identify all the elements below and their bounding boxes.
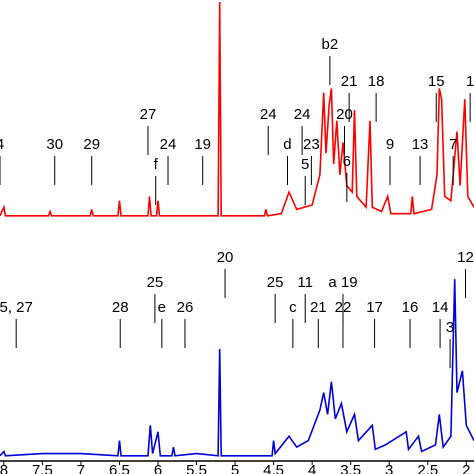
x-tick-label: 7.5 bbox=[32, 462, 53, 474]
peak-label: 24 bbox=[260, 106, 277, 123]
peak-label: 30 bbox=[46, 136, 63, 153]
x-tick-label: 2.5 bbox=[417, 462, 438, 474]
peak-label: 12 bbox=[457, 249, 474, 266]
peak-label: 29 bbox=[83, 136, 100, 153]
peak-label: 3 bbox=[446, 319, 454, 336]
peak-label: 7 bbox=[449, 136, 457, 153]
peak-label: 21 bbox=[341, 73, 358, 90]
peak-label: c bbox=[289, 299, 297, 316]
peak-label: 6 bbox=[343, 153, 351, 170]
peak-label: 19 bbox=[194, 136, 211, 153]
peak-label: 26 bbox=[177, 299, 194, 316]
x-tick-label: 4 bbox=[308, 462, 316, 474]
peak-label: 23 bbox=[303, 136, 320, 153]
peak-label: 24 bbox=[294, 106, 311, 123]
peak-label: d bbox=[283, 136, 291, 153]
x-tick-label: 3 bbox=[385, 462, 393, 474]
x-tick-label: 3.5 bbox=[340, 462, 361, 474]
peak-label: 1 bbox=[466, 73, 474, 90]
peak-label: 21 bbox=[310, 299, 327, 316]
x-tick-label: 5 bbox=[231, 462, 239, 474]
peak-label: 18 bbox=[368, 73, 385, 90]
peak-label: b2 bbox=[322, 36, 339, 53]
peak-label: 13 bbox=[412, 136, 429, 153]
peak-label: 25 bbox=[267, 274, 284, 291]
peak-label: 5, 27 bbox=[0, 299, 33, 316]
peak-label: 24 bbox=[160, 136, 177, 153]
peak-label: 5 bbox=[301, 156, 309, 173]
peak-label: 14 bbox=[432, 299, 449, 316]
spectrum bbox=[0, 1, 474, 217]
x-tick-label: 7 bbox=[77, 462, 85, 474]
peak-label: 16 bbox=[402, 299, 419, 316]
x-tick-label: 4.5 bbox=[263, 462, 284, 474]
peak-label: 11 bbox=[297, 274, 313, 291]
peak-label: 20 bbox=[336, 106, 353, 123]
peak-label: 15 bbox=[428, 73, 445, 90]
peak-label: 20 bbox=[217, 249, 234, 266]
spectrum bbox=[0, 279, 474, 457]
x-tick-label: 6 bbox=[154, 462, 162, 474]
peak-label: 9 bbox=[386, 136, 394, 153]
peak-label: 22 bbox=[335, 299, 352, 316]
peak-label: 4 bbox=[0, 136, 4, 153]
peak-label: 27 bbox=[140, 106, 157, 123]
peak-label: e bbox=[158, 299, 166, 316]
x-tick-label: 8 bbox=[0, 462, 8, 474]
peak-label: 28 bbox=[112, 299, 129, 316]
peak-label: a 19 bbox=[328, 274, 357, 291]
peak-label: f bbox=[154, 156, 159, 173]
x-tick-label: 5.5 bbox=[186, 462, 207, 474]
x-tick-label: 6.5 bbox=[109, 462, 130, 474]
x-tick-label: 2 bbox=[462, 462, 470, 474]
peak-label: 25 bbox=[147, 274, 164, 291]
peak-label: 17 bbox=[366, 299, 383, 316]
